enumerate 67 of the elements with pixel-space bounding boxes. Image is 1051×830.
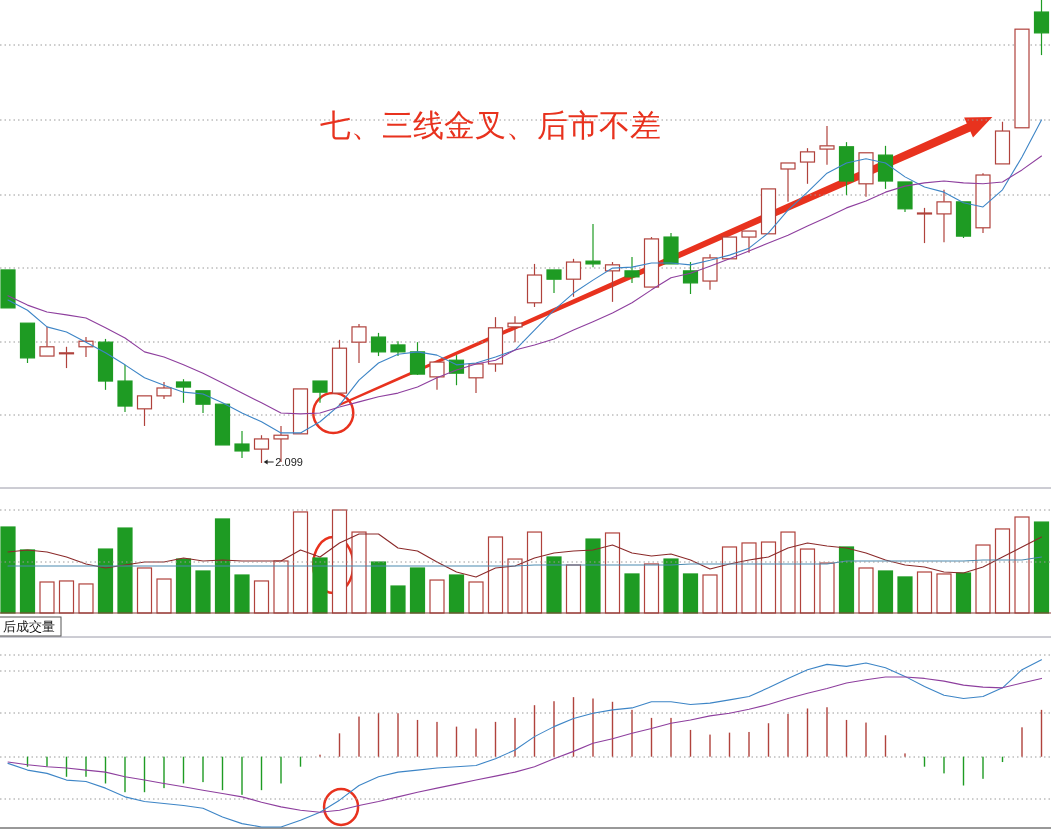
bar	[136, 567, 153, 614]
bar	[234, 574, 250, 614]
bar	[624, 573, 640, 614]
bar	[975, 544, 991, 614]
bar	[156, 578, 172, 614]
candlestick	[507, 315, 523, 343]
bar	[78, 583, 94, 614]
bar	[643, 563, 660, 614]
bar	[1033, 521, 1050, 614]
bar	[838, 546, 855, 614]
bar	[604, 532, 621, 614]
bar	[897, 576, 913, 614]
bar	[936, 573, 952, 614]
bar	[19, 549, 36, 614]
bar	[702, 574, 718, 614]
bar	[994, 528, 1011, 614]
candlestick	[234, 430, 250, 459]
bar	[468, 581, 484, 614]
bar	[858, 567, 874, 614]
bar	[370, 561, 387, 614]
bar	[955, 572, 972, 614]
bar	[741, 542, 757, 614]
bar	[312, 557, 328, 614]
candlestick	[156, 381, 172, 400]
candlestick	[351, 323, 367, 364]
bar	[819, 562, 835, 614]
bar	[780, 531, 796, 614]
bar	[351, 531, 367, 614]
bar	[292, 511, 309, 614]
bar	[429, 579, 445, 614]
bar	[526, 531, 543, 614]
bar	[39, 581, 55, 614]
bar	[1014, 516, 1030, 614]
bar	[97, 548, 114, 614]
annotation: 2.099	[275, 456, 303, 468]
candlestick	[975, 172, 991, 234]
candlestick	[585, 223, 601, 268]
bar	[390, 585, 406, 614]
candlestick	[936, 189, 952, 243]
bar	[487, 536, 504, 614]
candlestick	[819, 125, 835, 166]
candlestick	[117, 364, 133, 413]
bar	[507, 558, 523, 614]
bar	[58, 580, 75, 614]
bar	[0, 526, 16, 614]
bar	[175, 558, 192, 614]
bar	[585, 538, 601, 614]
bar	[565, 564, 582, 614]
bar	[253, 580, 270, 614]
bar	[721, 546, 738, 614]
candlestick	[624, 256, 640, 284]
bar	[546, 556, 562, 614]
bar	[409, 567, 426, 614]
bar	[916, 571, 933, 614]
bar	[273, 560, 289, 614]
annotation: 七、三线金叉、后市不差	[320, 108, 661, 143]
bar	[877, 570, 894, 614]
bar	[448, 574, 465, 614]
bar	[760, 541, 777, 614]
text: 后成交量	[3, 619, 55, 634]
bar	[663, 558, 679, 614]
bar	[682, 573, 699, 614]
bar	[331, 509, 348, 614]
bar	[214, 518, 231, 614]
bar	[195, 570, 211, 614]
bar	[799, 548, 816, 614]
bar	[117, 527, 133, 614]
